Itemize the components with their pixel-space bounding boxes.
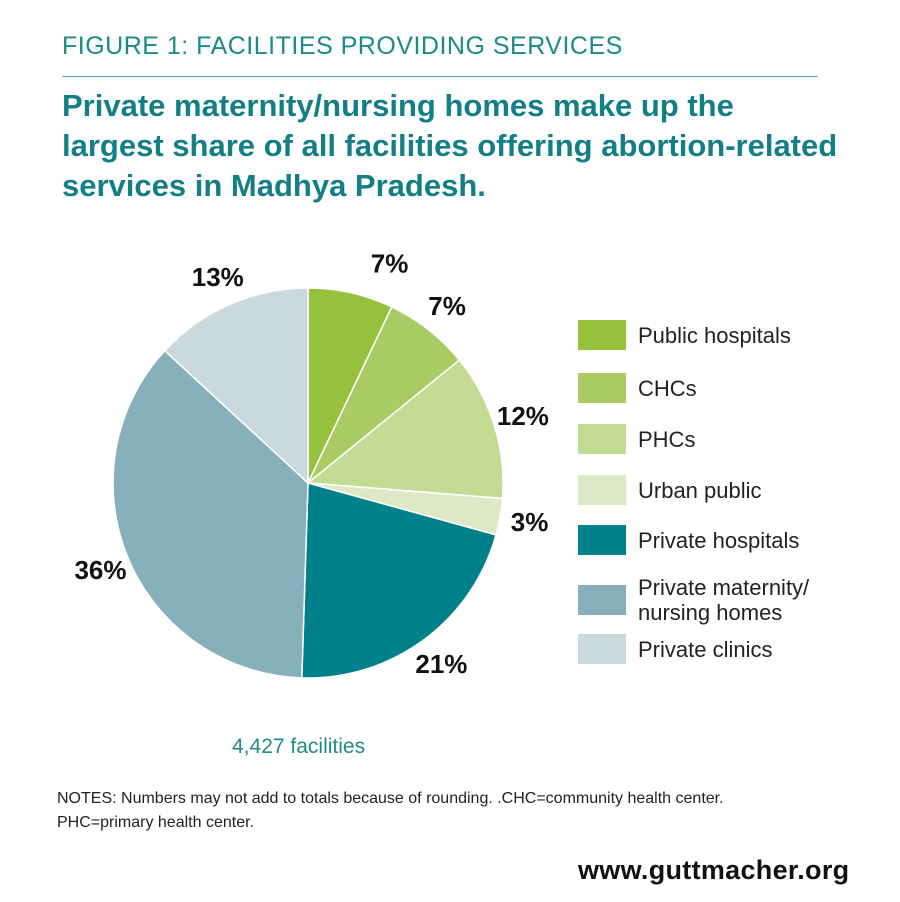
legend-swatch — [578, 320, 626, 350]
slice-label: 7% — [428, 291, 466, 321]
legend-item-private-maternity-nursing-homes: Private maternity/ nursing homes — [578, 575, 809, 625]
title-divider — [62, 76, 818, 77]
legend-label: PHCs — [638, 426, 696, 452]
source-url: www.guttmacher.org — [578, 855, 850, 885]
legend-label: Public hospitals — [638, 322, 791, 348]
slice-label: 36% — [74, 555, 126, 585]
legend-item-public-hospitals: Public hospitals — [578, 320, 791, 350]
legend-label: Private hospitals — [638, 527, 800, 553]
figure-label: FIGURE 1: FACILITIES PROVIDING SERVICES — [62, 32, 623, 60]
legend-label: CHCs — [638, 375, 697, 401]
chart-notes: NOTES: Numbers may not add to totals bec… — [57, 790, 724, 831]
legend-swatch — [578, 634, 626, 664]
legend-label: Urban public — [638, 477, 762, 503]
slice-label: 21% — [415, 649, 467, 679]
legend-item-chcs: CHCs — [578, 373, 697, 403]
legend-item-private-clinics: Private clinics — [578, 634, 772, 664]
slice-label: 13% — [192, 262, 244, 292]
slice-label: 3% — [511, 507, 549, 537]
legend-item-private-hospitals: Private hospitals — [578, 525, 799, 555]
legend-swatch — [578, 424, 626, 454]
legend-label: Private maternity/ nursing homes — [638, 575, 810, 625]
legend-label: Private clinics — [638, 636, 773, 662]
pie-slice — [301, 482, 497, 679]
legend-swatch — [578, 585, 626, 615]
slice-label: 7% — [371, 249, 409, 279]
legend-item-urban-public: Urban public — [578, 475, 762, 505]
legend-swatch — [578, 373, 626, 403]
pie-slice — [112, 349, 309, 679]
legend-item-phcs: PHCs — [578, 424, 695, 454]
pie-slice — [163, 287, 309, 485]
legend-swatch — [578, 525, 626, 555]
slice-label: 12% — [497, 401, 549, 431]
chart-headline: Private maternity/nursing homes make up … — [62, 88, 838, 203]
legend-swatch — [578, 475, 626, 505]
facility-total: 4,427 facilities — [232, 735, 366, 758]
pie-slice — [306, 358, 504, 500]
